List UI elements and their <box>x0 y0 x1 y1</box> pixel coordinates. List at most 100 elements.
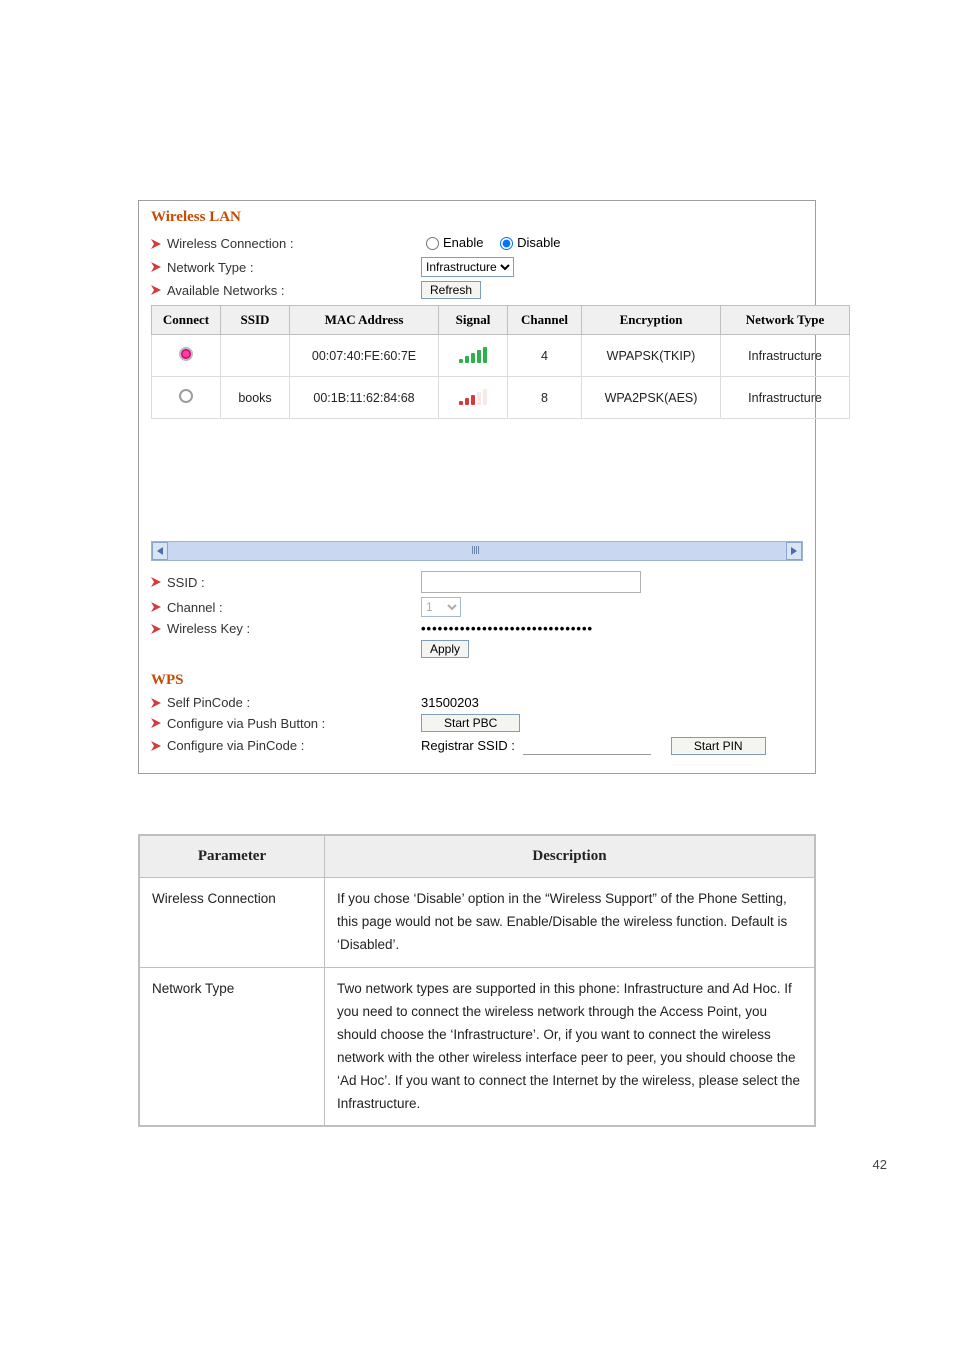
self-pin-value: 31500203 <box>421 695 479 710</box>
wps-title: WPS <box>151 672 803 689</box>
network-row[interactable]: 00:07:40:FE:60:7E 4WPAPSK(TKIP)Infrastruc… <box>152 335 850 377</box>
bullet-icon <box>151 285 161 295</box>
desc-row: Network TypeTwo network types are suppor… <box>139 967 815 1126</box>
networks-scroll-spacer <box>151 419 803 539</box>
label-available-networks: Available Networks : <box>151 283 421 298</box>
wireless-lan-panel: Wireless LAN Wireless Connection : Enabl… <box>138 200 816 774</box>
cell-encryption: WPA2PSK(AES) <box>582 377 721 419</box>
networks-table-body: 00:07:40:FE:60:7E 4WPAPSK(TKIP)Infrastruc… <box>152 335 850 419</box>
cell-channel: 4 <box>508 335 582 377</box>
desc-head-description: Description <box>325 835 816 878</box>
chevron-left-icon <box>157 547 163 555</box>
cell-mac: 00:07:40:FE:60:7E <box>290 335 439 377</box>
row-pincode: Configure via PinCode : Registrar SSID :… <box>151 736 803 755</box>
row-pbc: Configure via Push Button : Start PBC <box>151 714 803 732</box>
network-type-select[interactable]: Infrastructure <box>421 257 514 277</box>
wireless-key-mask: ••••••••••••••••••••••••••••••• <box>421 621 593 636</box>
chevron-right-icon <box>791 547 797 555</box>
apply-button[interactable]: Apply <box>421 640 469 658</box>
scroll-right-button[interactable] <box>786 542 802 560</box>
cell-mac: 00:1B:11:62:84:68 <box>290 377 439 419</box>
networks-col-encryption: Encryption <box>582 306 721 335</box>
label-wireless-key: Wireless Key : <box>151 621 421 636</box>
networks-col-mac-address: MAC Address <box>290 306 439 335</box>
label-text: Configure via PinCode : <box>167 738 304 753</box>
label-text: Network Type : <box>167 260 253 275</box>
start-pbc-button[interactable]: Start PBC <box>421 714 520 732</box>
ssid-input[interactable] <box>421 571 641 593</box>
channel-select[interactable]: 1 <box>421 597 461 617</box>
registrar-ssid-input[interactable] <box>523 736 651 755</box>
desc-parameter: Wireless Connection <box>139 878 325 968</box>
networks-col-signal: Signal <box>439 306 508 335</box>
connect-radio[interactable] <box>179 389 193 403</box>
bullet-icon <box>151 718 161 728</box>
cell-ssid: books <box>221 377 290 419</box>
row-self-pin: Self PinCode : 31500203 <box>151 695 803 710</box>
refresh-button[interactable]: Refresh <box>421 281 481 299</box>
start-pin-button[interactable]: Start PIN <box>671 737 766 755</box>
label-wireless-connection: Wireless Connection : <box>151 236 421 251</box>
desc-row: Wireless ConnectionIf you chose ‘Disable… <box>139 878 815 968</box>
networks-col-ssid: SSID <box>221 306 290 335</box>
row-wireless-connection: Wireless Connection : Enable Disable <box>151 234 803 253</box>
radio-enable[interactable] <box>426 237 439 250</box>
bullet-icon <box>151 698 161 708</box>
label-text: Wireless Connection : <box>167 236 293 251</box>
signal-strength-icon <box>459 387 487 405</box>
cell-network-type: Infrastructure <box>721 335 850 377</box>
radio-enable-label[interactable]: Enable <box>421 234 483 250</box>
label-text: Available Networks : <box>167 283 285 298</box>
row-ssid: SSID : <box>151 571 803 593</box>
row-available-networks: Available Networks : Refresh <box>151 281 803 299</box>
desc-parameter: Network Type <box>139 967 325 1126</box>
label-network-type: Network Type : <box>151 260 421 275</box>
label-ssid: SSID : <box>151 575 421 590</box>
signal-strength-icon <box>459 345 487 363</box>
registrar-ssid-label: Registrar SSID : <box>421 738 515 753</box>
scroll-track[interactable] <box>168 542 786 560</box>
label-text: Self PinCode : <box>167 695 250 710</box>
row-channel: Channel : 1 <box>151 597 803 617</box>
networks-table-head: ConnectSSIDMAC AddressSignalChannelEncry… <box>152 306 850 335</box>
cell-encryption: WPAPSK(TKIP) <box>582 335 721 377</box>
connect-radio[interactable] <box>179 347 193 361</box>
networks-col-channel: Channel <box>508 306 582 335</box>
parameter-description-table: Parameter Description Wireless Connectio… <box>138 834 816 1127</box>
label-pincode: Configure via PinCode : <box>151 738 421 753</box>
page-number: 42 <box>67 1157 887 1172</box>
desc-description: If you chose ‘Disable’ option in the “Wi… <box>325 878 816 968</box>
row-apply: Apply <box>151 640 803 658</box>
label-text: Wireless Key : <box>167 621 250 636</box>
cell-channel: 8 <box>508 377 582 419</box>
wireless-connection-radios: Enable Disable <box>421 234 568 253</box>
label-text: Channel : <box>167 600 223 615</box>
bullet-icon <box>151 577 161 587</box>
label-channel: Channel : <box>151 600 421 615</box>
networks-col-network-type: Network Type <box>721 306 850 335</box>
row-wireless-key: Wireless Key : •••••••••••••••••••••••••… <box>151 621 803 636</box>
scroll-grip[interactable] <box>465 544 487 556</box>
row-network-type: Network Type : Infrastructure <box>151 257 803 277</box>
desc-description: Two network types are supported in this … <box>325 967 816 1126</box>
bullet-icon <box>151 602 161 612</box>
bullet-icon <box>151 741 161 751</box>
radio-disable-label[interactable]: Disable <box>495 234 560 250</box>
cell-network-type: Infrastructure <box>721 377 850 419</box>
desc-head-parameter: Parameter <box>139 835 325 878</box>
network-row[interactable]: books00:1B:11:62:84:68 8WPA2PSK(AES)Infra… <box>152 377 850 419</box>
bullet-icon <box>151 624 161 634</box>
scroll-left-button[interactable] <box>152 542 168 560</box>
networks-col-connect: Connect <box>152 306 221 335</box>
label-text: Configure via Push Button : <box>167 716 325 731</box>
horizontal-scrollbar[interactable] <box>151 541 803 561</box>
label-pbc: Configure via Push Button : <box>151 716 421 731</box>
networks-table: ConnectSSIDMAC AddressSignalChannelEncry… <box>151 305 850 419</box>
wireless-lan-title: Wireless LAN <box>151 209 803 226</box>
bullet-icon <box>151 262 161 272</box>
label-self-pin: Self PinCode : <box>151 695 421 710</box>
bullet-icon <box>151 239 161 249</box>
cell-ssid <box>221 335 290 377</box>
label-text: SSID : <box>167 575 205 590</box>
radio-disable[interactable] <box>500 237 513 250</box>
